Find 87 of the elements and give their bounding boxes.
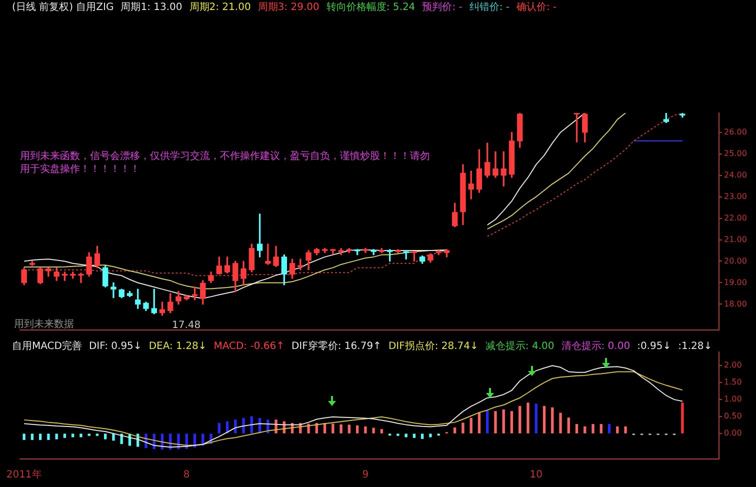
bar bbox=[592, 424, 594, 434]
bar bbox=[518, 406, 522, 434]
bar bbox=[112, 434, 115, 441]
text: 周期2: 21.00 bbox=[189, 2, 251, 14]
y-tick-label: 21.00 bbox=[724, 234, 747, 244]
text: 周期3: 29.00 bbox=[258, 2, 320, 14]
bar bbox=[494, 411, 497, 434]
y-tick-label: 20.00 bbox=[724, 256, 747, 266]
bar bbox=[218, 423, 220, 434]
annotation: 用到未来函数，信号会漂移，仅供学习交流，不作操作建议，盈亏自负，谨慎炒股！！！请勿用于实盘操作！！！！！！ bbox=[20, 150, 430, 176]
bar bbox=[486, 410, 489, 434]
bar bbox=[80, 434, 82, 438]
bar bbox=[559, 412, 562, 434]
annotation: DEA: 1.28↓ bbox=[148, 341, 207, 353]
bar bbox=[47, 434, 50, 440]
bar bbox=[372, 428, 375, 434]
text: 预判价: - bbox=[422, 2, 462, 14]
y-tick-label: 26.00 bbox=[724, 127, 747, 136]
bar bbox=[454, 427, 456, 434]
text: 转向价格幅度: 5.24 bbox=[326, 2, 416, 14]
annotation: 减仓提示: 4.00 bbox=[485, 341, 554, 353]
y-tick-label: 0.50 bbox=[724, 412, 742, 421]
y-tick-label: 19.00 bbox=[724, 278, 747, 287]
y-tick-label: 25.00 bbox=[724, 148, 747, 158]
y-tick-label: 2.00 bbox=[724, 360, 742, 370]
bar bbox=[307, 424, 310, 434]
x-tick-label: 10 bbox=[530, 470, 542, 481]
bar bbox=[502, 409, 505, 434]
bar bbox=[30, 434, 34, 440]
bar bbox=[567, 418, 570, 434]
annotation: DIF: 0.95↓ bbox=[88, 341, 142, 353]
bar bbox=[348, 424, 351, 434]
y-tick-label: 24.00 bbox=[724, 170, 747, 180]
annotation: 17.48 bbox=[172, 319, 202, 332]
text: 周期1: 13.00 bbox=[120, 2, 182, 14]
bar bbox=[608, 424, 611, 434]
bar bbox=[421, 434, 424, 439]
bar bbox=[340, 424, 342, 434]
bar bbox=[551, 407, 554, 434]
x-tick-label: 9 bbox=[362, 470, 369, 481]
bar bbox=[242, 418, 245, 434]
bar bbox=[478, 412, 481, 434]
text: (日线 前复权) 自用ZIG bbox=[12, 2, 114, 14]
text: 纠错价: - bbox=[469, 2, 510, 14]
bar bbox=[412, 434, 416, 438]
bar bbox=[584, 426, 586, 434]
bar bbox=[462, 422, 464, 434]
bar bbox=[575, 424, 578, 434]
annotation: 用到未来数据 bbox=[14, 318, 75, 331]
y-tick-label: 22.00 bbox=[724, 213, 747, 222]
bar bbox=[404, 434, 408, 438]
bar bbox=[55, 434, 58, 440]
bar bbox=[104, 434, 107, 440]
bar bbox=[22, 434, 26, 440]
bar bbox=[616, 426, 619, 434]
bar bbox=[600, 424, 602, 434]
bar bbox=[364, 426, 367, 434]
annotation: :1.28↓ bbox=[678, 341, 712, 353]
bar bbox=[429, 434, 432, 438]
annotation: 清仓提示: 0.00 bbox=[561, 341, 630, 353]
bar bbox=[380, 429, 384, 434]
bar bbox=[250, 416, 253, 434]
bar bbox=[332, 424, 334, 434]
annotation: DIF拐点价: 28.74↓ bbox=[388, 341, 478, 353]
bar bbox=[542, 406, 546, 434]
y-tick-label: 18.00 bbox=[724, 299, 747, 308]
bar bbox=[510, 411, 514, 434]
annotation: :0.95↓ bbox=[637, 341, 672, 353]
annotation: DIF穿零价: 16.79↑ bbox=[291, 341, 382, 353]
bar bbox=[72, 434, 74, 438]
bar bbox=[470, 418, 472, 434]
bar bbox=[38, 434, 42, 440]
bar bbox=[526, 402, 530, 434]
bar bbox=[624, 426, 627, 434]
bar bbox=[356, 425, 359, 434]
x-tick-label: 2011年 bbox=[6, 468, 42, 481]
bar bbox=[681, 402, 684, 434]
x-tick-label: 8 bbox=[183, 470, 190, 481]
y-tick-label: 1.50 bbox=[724, 378, 742, 387]
y-tick-label: 0.00 bbox=[724, 428, 742, 438]
text: 确认价: - bbox=[516, 2, 557, 14]
annotation: 自用MACD完善 bbox=[12, 341, 82, 353]
bar bbox=[63, 434, 66, 438]
bar bbox=[534, 404, 538, 434]
y-tick-label: 1.00 bbox=[724, 394, 742, 404]
y-tick-label: 23.00 bbox=[724, 192, 747, 201]
annotation: MACD: -0.66↑ bbox=[214, 341, 284, 353]
